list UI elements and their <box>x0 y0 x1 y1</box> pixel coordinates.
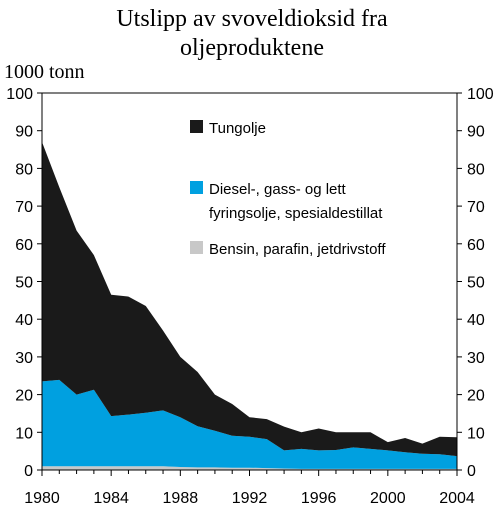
y-tick-label-right: 10 <box>467 425 485 442</box>
y-tick-label-left: 30 <box>15 350 33 367</box>
series-area-1 <box>42 379 457 469</box>
x-tick-label: 1992 <box>232 490 268 507</box>
y-tick-label-left: 60 <box>15 237 33 254</box>
legend-label: Bensin, parafin, jetdrivstoff <box>209 241 386 258</box>
y-tick-label-right: 40 <box>467 312 485 329</box>
legend-label: Diesel-, gass- og lett <box>209 181 347 198</box>
x-tick-label: 2000 <box>370 490 406 507</box>
y-tick-label-left: 20 <box>15 388 33 405</box>
series-area-0 <box>42 466 457 470</box>
legend-swatch <box>190 241 203 254</box>
x-tick-label: 1988 <box>163 490 199 507</box>
legend-swatch <box>190 120 203 133</box>
y-axis-unit-label: 1000 tonn <box>4 61 85 83</box>
y-tick-label-right: 100 <box>467 86 494 103</box>
legend-swatch <box>190 181 203 194</box>
y-tick-label-right: 90 <box>467 124 485 141</box>
y-tick-label-left: 40 <box>15 312 33 329</box>
y-tick-label-left: 10 <box>15 425 33 442</box>
y-tick-label-right: 50 <box>467 275 485 292</box>
y-tick-label-right: 70 <box>467 199 485 216</box>
x-tick-label: 1984 <box>93 490 129 507</box>
y-tick-label-right: 30 <box>467 350 485 367</box>
y-tick-label-right: 80 <box>467 161 485 178</box>
y-tick-label-right: 60 <box>467 237 485 254</box>
y-tick-label-left: 50 <box>15 275 33 292</box>
chart-title-line-2: oljeproduktene <box>180 35 324 61</box>
x-tick-label: 1980 <box>24 490 60 507</box>
axes: 0 0 10 10 20 20 30 30 40 40 50 50 60 60 70 70 80 80 90 90 10… <box>6 86 494 507</box>
y-tick-label-left: 100 <box>6 86 33 103</box>
series-area-2 <box>42 142 457 457</box>
y-tick-label-left: 0 <box>24 463 33 480</box>
y-tick-label-left: 80 <box>15 161 33 178</box>
legend-label: fyringsolje, spesialdestillat <box>209 205 383 222</box>
y-tick-label-left: 90 <box>15 124 33 141</box>
y-tick-label-left: 70 <box>15 199 33 216</box>
legend: Tungolje Diesel-, gass- og lett fyringsolj… <box>190 120 386 258</box>
x-tick-label: 2004 <box>439 490 475 507</box>
chart-title-line-1: Utslipp av svoveldioksid fra <box>116 6 388 32</box>
x-tick-label: 1996 <box>301 490 337 507</box>
series-areas <box>42 142 457 470</box>
legend-label: Tungolje <box>209 120 266 137</box>
y-tick-label-right: 20 <box>467 388 485 405</box>
y-tick-label-right: 0 <box>467 463 476 480</box>
